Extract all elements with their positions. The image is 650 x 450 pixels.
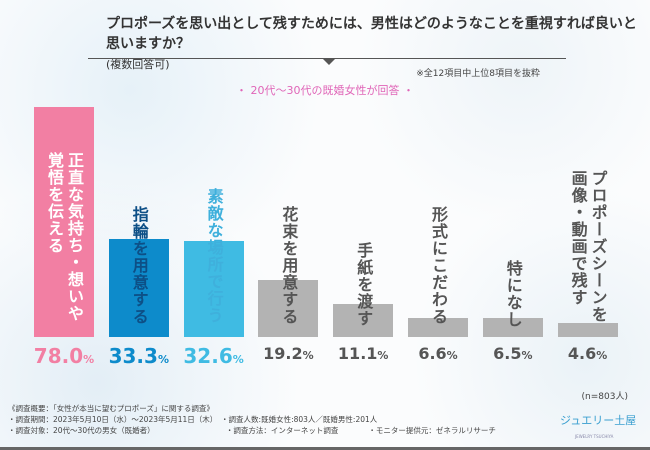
bar: [183, 240, 244, 337]
chart-title: プロポーズを思い出として残すためには、男性はどのようなことを重視すれば良いと思い…: [106, 16, 637, 71]
bar-label: プロポーズシーンを 画像・動画で残す: [568, 170, 608, 323]
bar: [108, 238, 169, 337]
value-label: 6.5%: [493, 344, 533, 363]
pointer-triangle: [322, 58, 336, 65]
value-label: 19.2%: [263, 344, 314, 363]
value-label: 32.6%: [183, 344, 244, 368]
bar: [557, 323, 618, 337]
bottom-border: [0, 447, 650, 450]
footer-line: ・調査期間：2023年5月10日（水）〜2023年5月11日（木） ・調査人数:…: [8, 415, 378, 424]
value-label: 78.0%: [33, 344, 95, 368]
subtitle: ・ 20代〜30代の既婚女性が回答 ・: [236, 84, 414, 97]
bar-label: 指輪を用意する: [129, 206, 149, 325]
footer-line: 《調査概要：「女性が本当に望むプロポーズ」に関する調査》: [8, 404, 214, 413]
bar-label: 花束を用意する: [279, 206, 299, 325]
sample-size: (n=803人): [581, 392, 628, 402]
bar-label: 特になし: [503, 260, 523, 328]
value-label: 33.3%: [108, 344, 169, 368]
bar: [34, 107, 94, 337]
bar: [482, 317, 543, 337]
logo: ジュエリー土屋: [560, 414, 637, 427]
footer-line: ・調査対象：20代〜30代の男女（既婚者） ・調査方法：インターネット調査 ・モ…: [8, 426, 496, 435]
logo-sub: JEWELRY TSUCHIYA: [575, 434, 614, 439]
survey-footer: 《調査概要：「女性が本当に望むプロポーズ」に関する調査》 ・調査期間：2023年…: [8, 403, 548, 436]
bar-label: 手紙を渡す: [354, 242, 374, 327]
note: ※全12項目中上位8項目を抜粋: [416, 69, 540, 79]
bar-label: 素敵な場所で行う: [204, 188, 224, 324]
value-label: 11.1%: [337, 344, 389, 363]
bar-label: 形式にこだわる: [429, 206, 448, 325]
bar: [258, 280, 319, 337]
bar: [408, 317, 468, 337]
value-label: 4.6%: [567, 344, 608, 363]
value-label: 6.6%: [418, 344, 458, 363]
bar-label: 正直な気持ち・想いや 覚悟を伝える: [45, 152, 84, 322]
bar: [333, 304, 394, 337]
